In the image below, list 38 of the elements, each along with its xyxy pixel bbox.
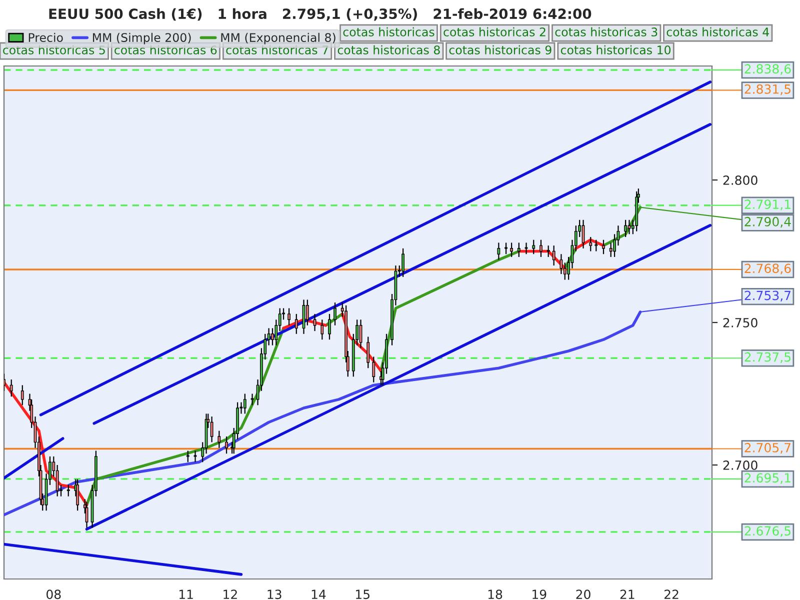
ref-line-label: 2.831,5 — [744, 84, 790, 96]
legend-label: MM (Simple 200) — [92, 32, 191, 44]
legend-label: Precio — [28, 32, 63, 42]
text: cotas historicas 7 — [226, 45, 328, 54]
x-tick-label: 20 — [576, 590, 590, 600]
ref-line-label: 2.838,6 — [744, 64, 791, 75]
x-tick-label: 08 — [46, 590, 61, 600]
x-tick-label: 19 — [532, 590, 546, 600]
x-tick-label: 14 — [312, 590, 326, 599]
ref-line-label: 2.737,5 — [744, 352, 790, 364]
ref-line-label: 2.768,6 — [744, 264, 791, 274]
y-tick-label: 2.800 — [723, 175, 758, 185]
text: cotas historicas 10 — [560, 45, 671, 54]
x-tick-label: 18 — [488, 590, 502, 600]
annotation: 2.790,4 — [744, 216, 791, 228]
text: cotas historicas 2 — [444, 27, 546, 36]
text: cotas historicas 6 — [114, 45, 217, 54]
ref-line-label: 2.791,1 — [744, 200, 790, 210]
x-tick-label: 15 — [356, 590, 370, 600]
x-tick-label: 11 — [179, 590, 193, 599]
text: cotas historicas 8 — [338, 45, 440, 54]
y-tick-label: 2.750 — [723, 318, 758, 328]
ref-line-label: 2.676,5 — [744, 526, 790, 537]
ref-line-label: 2.705,7 — [744, 442, 791, 454]
text: cotas historicas — [343, 27, 434, 36]
text: cotas historicas 4 — [666, 27, 769, 36]
x-tick-label: 12 — [224, 590, 237, 599]
text: cotas historicas 3 — [555, 27, 658, 36]
legend-label: MM (Exponencial 8) — [221, 32, 336, 44]
x-tick-label: 13 — [268, 590, 282, 600]
x-tick-label: 21 — [620, 590, 634, 599]
annotation: 2.753,7 — [744, 290, 791, 302]
x-tick-label: 22 — [664, 590, 678, 599]
ref-line-label: 2.695,1 — [744, 473, 790, 484]
y-tick-label: 2.700 — [723, 460, 758, 470]
text: cotas historicas 9 — [449, 45, 552, 54]
text: cotas historicas 5 — [3, 45, 105, 54]
chart-title: EEUU 500 Cash (1€) 1 hora 2.795,1 (+0,35%) 21-feb-2019 6:42:00 — [49, 8, 592, 21]
